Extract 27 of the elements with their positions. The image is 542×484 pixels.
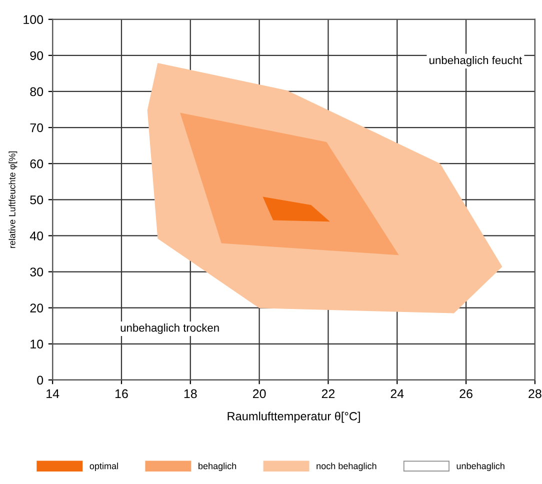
legend-label: optimal	[90, 462, 118, 472]
y-tick-label: 30	[30, 268, 44, 276]
y-axis-title: relative Luftfeuchte φ[%]	[8, 151, 18, 248]
y-tick-label: 80	[30, 87, 44, 96]
annotation: unbehaglich feucht	[430, 56, 522, 66]
x-tick-label: 22	[322, 389, 335, 398]
y-tick-label: 40	[30, 232, 44, 240]
annotation: unbehaglich trocken	[120, 324, 219, 334]
y-tick-label: 90	[30, 51, 44, 60]
y-tick-label: 50	[30, 195, 44, 204]
x-axis-title: Raumlufttemperatur θ[°C]	[228, 412, 360, 423]
x-tick-label: 24	[390, 389, 404, 398]
legend-label: unbehaglich	[456, 462, 504, 472]
y-tick-label: 10	[30, 340, 44, 349]
x-tick-label: 18	[184, 389, 197, 398]
legend-label: noch behaglich	[316, 462, 376, 472]
y-tick-label: 100	[24, 15, 44, 24]
x-tick-label: 16	[115, 389, 128, 398]
y-tick-label: 0	[37, 376, 44, 385]
x-tick-label: 28	[528, 389, 542, 398]
y-tick-label: 70	[30, 123, 44, 132]
x-tick-label: 14	[46, 389, 60, 398]
x-tick-label: 20	[252, 389, 266, 398]
y-tick-label: 20	[30, 304, 44, 312]
y-tick-label: 60	[30, 159, 44, 168]
legend-label: behaglich	[198, 462, 236, 472]
x-tick-label: 26	[460, 389, 472, 398]
